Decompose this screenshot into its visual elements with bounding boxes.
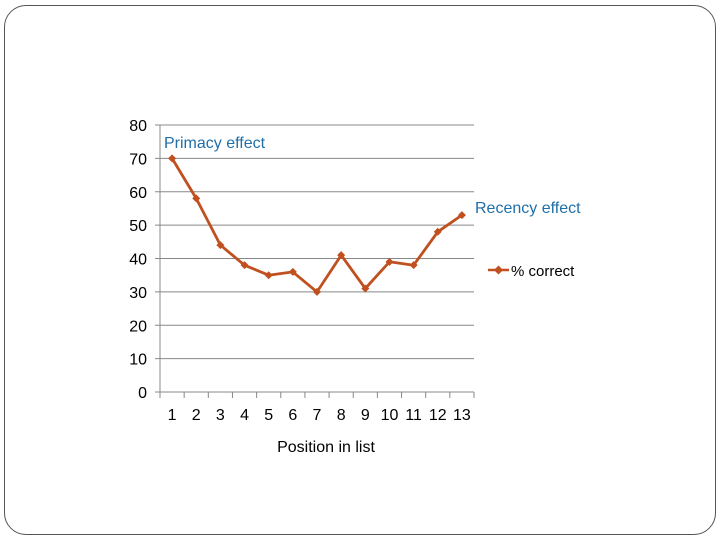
y-tick-label: 70	[129, 151, 147, 168]
data-point-marker	[192, 194, 201, 203]
data-point-marker	[337, 251, 346, 260]
data-point-marker	[288, 267, 297, 276]
x-tick-label: 11	[405, 407, 422, 424]
x-axis-title: Position in list	[277, 439, 375, 456]
x-tick-label: 9	[361, 407, 370, 424]
y-tick-labels: 0 10 20 30 40 50 60 70 80	[129, 118, 147, 402]
data-point-marker	[385, 257, 394, 266]
x-tick-labels: 1 2 3 4 5 6 7 8 9 10 11 12 13	[168, 407, 471, 424]
y-tick-label: 80	[129, 118, 147, 135]
y-tick-label: 20	[129, 318, 147, 335]
recency-effect-label: Recency effect	[475, 200, 581, 217]
data-point-marker	[457, 211, 466, 220]
data-point-marker	[433, 227, 442, 236]
x-tick-label: 7	[313, 407, 322, 424]
y-tick-label: 40	[129, 252, 147, 269]
series-line-group	[168, 154, 466, 296]
legend-label: % correct	[511, 263, 575, 280]
y-tick-label: 0	[138, 385, 147, 402]
x-tick-label: 4	[240, 407, 249, 424]
data-point-marker	[168, 154, 177, 163]
data-point-marker	[240, 261, 249, 270]
axes	[155, 124, 475, 398]
data-point-marker	[313, 287, 321, 296]
x-tick-label: 6	[288, 407, 297, 424]
x-tick-label: 8	[337, 407, 346, 424]
primacy-effect-label: Primacy effect	[164, 135, 266, 152]
data-point-marker	[216, 241, 225, 250]
x-tick-label: 5	[264, 407, 273, 424]
legend: % correct	[488, 263, 575, 280]
y-tick-label: 30	[129, 285, 147, 302]
data-point-marker	[361, 284, 370, 293]
x-tick-label: 13	[453, 407, 471, 424]
grid-lines	[160, 124, 474, 360]
legend-marker	[494, 265, 503, 275]
y-tick-label: 10	[129, 352, 147, 369]
x-tick-label: 12	[429, 407, 447, 424]
x-tick-label: 2	[192, 407, 201, 424]
x-tick-label: 1	[168, 407, 177, 424]
data-point-marker	[264, 271, 273, 280]
x-tick-label: 10	[381, 407, 399, 424]
y-tick-label: 60	[129, 185, 147, 202]
x-tick-label: 3	[216, 407, 225, 424]
data-point-marker	[409, 261, 418, 270]
slide-frame	[4, 5, 716, 535]
y-tick-label: 50	[129, 218, 147, 235]
